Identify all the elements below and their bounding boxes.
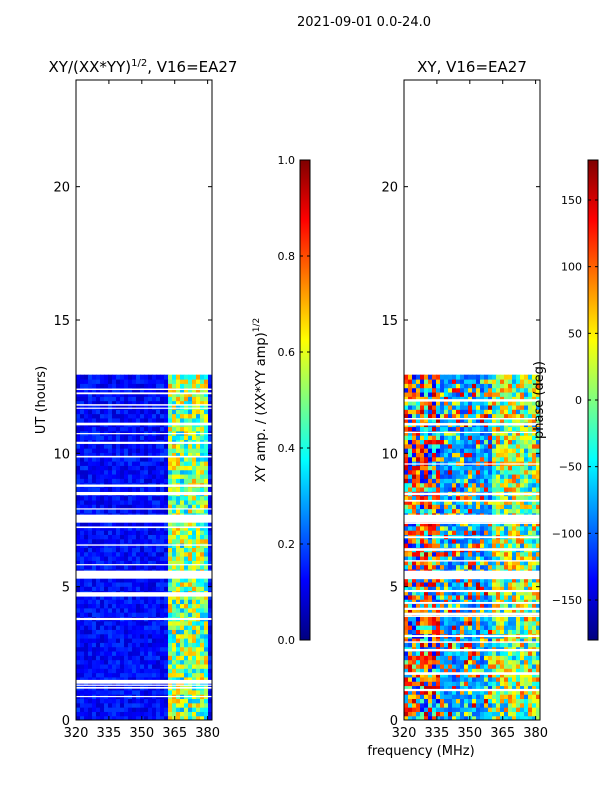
colorbar-tick-label: 0 (575, 394, 582, 407)
figure-suptitle: 2021-09-01 0.0-24.0 (297, 15, 431, 30)
amplitude-colorbar-ticks: 0.0 0.2 0.4 0.6 0.8 1.0 (278, 154, 310, 647)
phase-colorbar-ticks: 150 100 50 0 −50 −100 −150 (552, 194, 598, 607)
x-tick-label: 365 (162, 726, 187, 741)
colorbar-tick-label: 0.4 (278, 442, 296, 455)
colorbar-tick-label: −150 (552, 594, 582, 607)
phase-panel: XY, V16=EA27 320 335 350 365 380 0 5 10 15 20 fre… (367, 58, 548, 759)
x-tick-label: 350 (129, 726, 154, 741)
x-tick-label: 365 (490, 726, 515, 741)
amplitude-colorbar-gradient (299, 159, 311, 641)
phase-colorbar: 150 100 50 0 −50 −100 −150 phase (deg) (532, 159, 599, 641)
y-tick-label: 20 (381, 181, 398, 196)
y-tick-label: 10 (53, 447, 70, 462)
y-tick-label: 0 (62, 714, 70, 729)
colorbar-tick-label: 150 (561, 194, 582, 207)
colorbar-tick-label: 50 (568, 327, 582, 340)
x-tick-label: 335 (96, 726, 121, 741)
y-tick-label: 15 (381, 314, 398, 329)
phase-title: XY, V16=EA27 (417, 58, 527, 76)
x-tick-label: 380 (523, 726, 548, 741)
x-tick-label: 320 (392, 726, 417, 741)
colorbar-tick-label: 0.0 (278, 634, 296, 647)
phase-plot-frame (403, 79, 541, 721)
amplitude-ratio-plot-frame (75, 79, 213, 721)
x-axis-label: frequency (MHz) (367, 744, 474, 759)
y-tick-label: 10 (381, 447, 398, 462)
phase-colorbar-label: phase (deg) (532, 361, 547, 439)
x-tick-label: 320 (64, 726, 89, 741)
y-tick-label: 5 (62, 581, 70, 596)
x-tick-label: 350 (457, 726, 482, 741)
phase-axis-ticks: 320 335 350 365 380 0 5 10 15 20 (381, 80, 548, 741)
y-tick-label: 5 (390, 581, 398, 596)
colorbar-tick-label: −100 (552, 527, 582, 540)
amplitude-ratio-axis-ticks: 320 335 350 365 380 0 5 10 15 20 (53, 80, 220, 741)
colorbar-tick-label: 1.0 (278, 154, 296, 167)
x-tick-label: 380 (195, 726, 220, 741)
colorbar-tick-label: 0.8 (278, 250, 296, 263)
colorbar-tick-label: −50 (559, 461, 582, 474)
amplitude-ratio-heatmap (76, 374, 212, 720)
amplitude-colorbar: 0.0 0.2 0.4 0.6 0.8 1.0 XY amp. / (XX*YY amp)… (252, 154, 311, 647)
y-tick-label: 0 (390, 714, 398, 729)
y-tick-label: 20 (53, 181, 70, 196)
x-tick-label: 335 (424, 726, 449, 741)
colorbar-tick-label: 0.6 (278, 346, 296, 359)
amplitude-ratio-title: XY/(XX*YY)1/2, V16=EA27 (49, 58, 238, 76)
y-tick-label: 15 (53, 314, 70, 329)
amplitude-colorbar-label: XY amp. / (XX*YY amp)1/2 (252, 318, 269, 482)
phase-heatmap (404, 374, 540, 720)
y-axis-label: UT (hours) (34, 366, 49, 434)
colorbar-tick-label: 0.2 (278, 538, 296, 551)
colorbar-tick-label: 100 (561, 261, 582, 274)
amplitude-ratio-panel: XY/(XX*YY)1/2, V16=EA27 320 335 350 365 380 0… (34, 58, 237, 741)
